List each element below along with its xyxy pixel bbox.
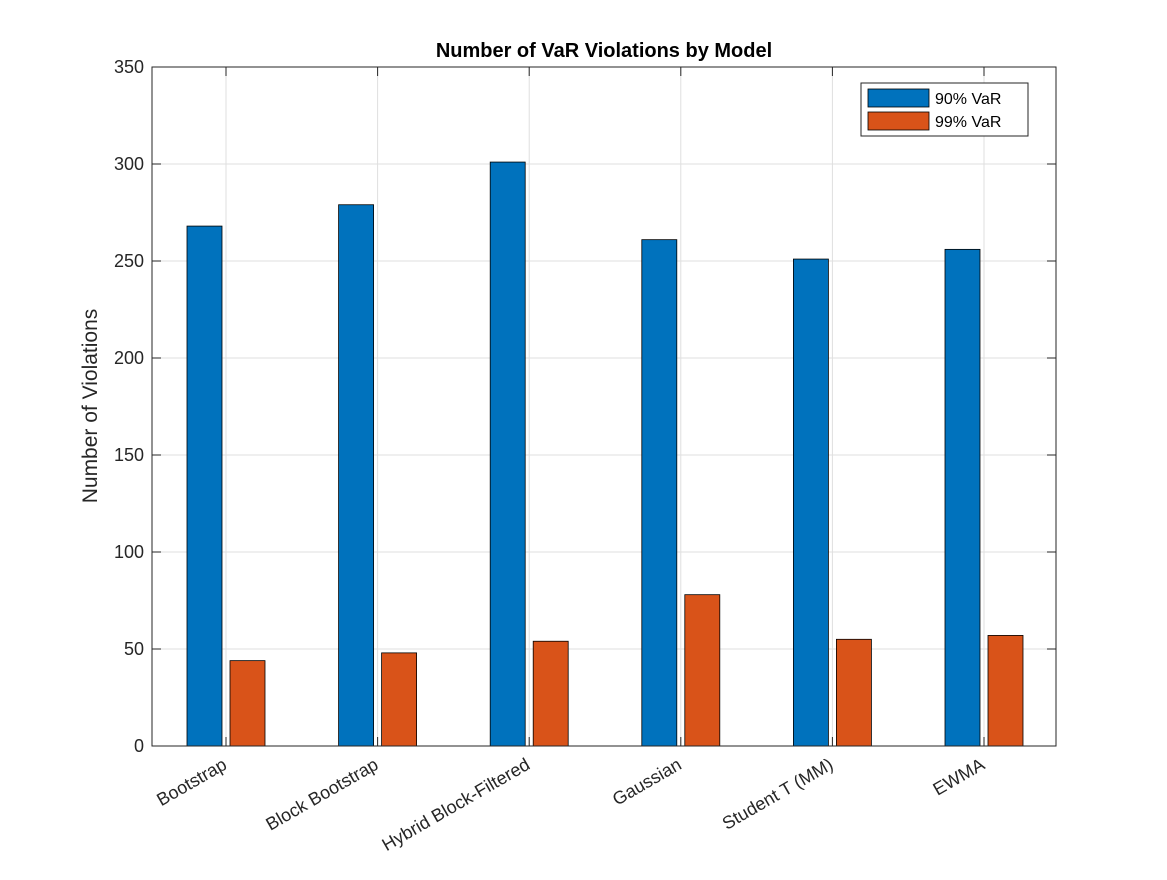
grid-lines bbox=[152, 67, 1056, 746]
y-tick-label: 0 bbox=[134, 736, 144, 756]
y-tick-labels: 0 50 100 150 200 250 300 350 bbox=[114, 57, 144, 756]
tick-marks bbox=[152, 66, 1056, 747]
y-tick-label: 300 bbox=[114, 154, 144, 174]
bar-90-bootstrap bbox=[186, 225, 223, 747]
legend-swatch-90 bbox=[867, 88, 930, 108]
legend-swatch-99 bbox=[867, 111, 930, 131]
bar-90-block-bootstrap bbox=[338, 204, 375, 747]
bar-99-gaussian bbox=[684, 594, 721, 747]
bar-99-ewma bbox=[987, 635, 1024, 747]
bar-99-block-bootstrap bbox=[381, 652, 418, 747]
y-tick-label: 150 bbox=[114, 445, 144, 465]
legend-label-99: 99% VaR bbox=[935, 114, 1001, 131]
y-tick-label: 100 bbox=[114, 542, 144, 562]
bars bbox=[186, 161, 1024, 747]
y-tick-label: 50 bbox=[124, 639, 144, 659]
bar-99-hybrid-block-filtered bbox=[532, 640, 569, 747]
bar-90-gaussian bbox=[641, 239, 678, 747]
chart-title: Number of VaR Violations by Model bbox=[436, 40, 772, 62]
legend: 90% VaR 99% VaR bbox=[860, 82, 1029, 137]
axes-background bbox=[152, 67, 1056, 746]
bar-90-student-t-mm- bbox=[793, 258, 829, 747]
y-tick-label: 350 bbox=[114, 57, 144, 77]
legend-label-90: 90% VaR bbox=[935, 91, 1001, 108]
y-tick-label: 200 bbox=[114, 348, 144, 368]
y-tick-label: 250 bbox=[114, 251, 144, 271]
bar-99-student-t-mm- bbox=[836, 638, 872, 747]
bar-90-hybrid-block-filtered bbox=[489, 161, 526, 747]
y-axis-label: Number of Violations bbox=[79, 309, 102, 504]
bar-90-ewma bbox=[944, 248, 981, 747]
bar-99-bootstrap bbox=[229, 660, 266, 747]
axes-box bbox=[151, 66, 1057, 747]
